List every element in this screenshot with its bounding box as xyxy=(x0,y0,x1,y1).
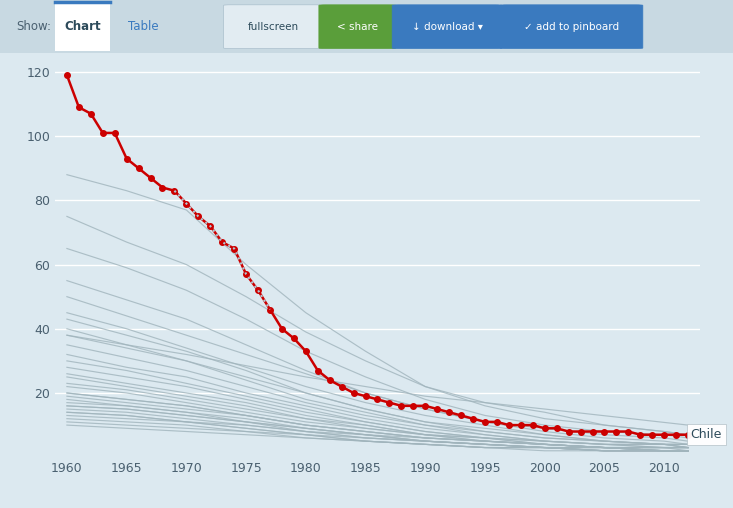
Text: Show:: Show: xyxy=(16,20,51,33)
FancyBboxPatch shape xyxy=(392,5,502,49)
Text: < share: < share xyxy=(337,22,377,31)
Text: ↓ download ▾: ↓ download ▾ xyxy=(412,22,482,31)
Text: Chile: Chile xyxy=(690,428,722,441)
FancyBboxPatch shape xyxy=(55,3,110,51)
FancyBboxPatch shape xyxy=(319,5,396,49)
Text: Chart: Chart xyxy=(65,20,101,33)
Text: ✓ add to pinboard: ✓ add to pinboard xyxy=(524,22,619,31)
Text: Table: Table xyxy=(128,20,158,33)
FancyBboxPatch shape xyxy=(500,5,643,49)
FancyBboxPatch shape xyxy=(224,5,323,49)
Text: fullscreen: fullscreen xyxy=(248,22,298,31)
